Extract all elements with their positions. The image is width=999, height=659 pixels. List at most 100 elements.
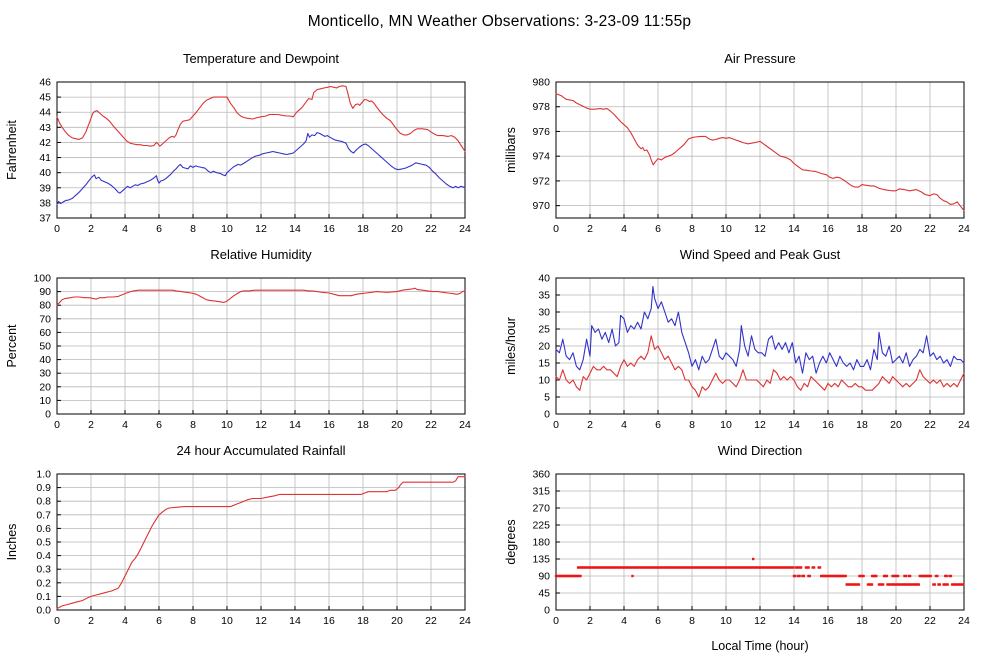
- svg-text:18: 18: [357, 615, 369, 627]
- svg-text:8: 8: [190, 615, 196, 627]
- svg-text:20: 20: [391, 223, 403, 235]
- svg-text:2: 2: [88, 615, 94, 627]
- svg-text:14: 14: [289, 615, 301, 627]
- svg-text:millibars: millibars: [504, 127, 518, 173]
- wind-speed-gust-plot: 0 2 4 6 8 10 12 14 16 18 20 22 240510152025303540mil…: [504, 273, 970, 432]
- svg-text:60: 60: [39, 327, 51, 339]
- svg-text:6: 6: [156, 419, 162, 431]
- svg-text:4: 4: [122, 223, 128, 235]
- svg-text:0.2: 0.2: [36, 577, 51, 589]
- svg-text:18: 18: [856, 615, 868, 627]
- charts-grid: Temperature and Dewpoint 0 2 4 6 8 10 12 14 16 18…: [0, 44, 999, 656]
- svg-text:30: 30: [538, 307, 550, 319]
- svg-text:8: 8: [689, 419, 695, 431]
- svg-text:45: 45: [538, 588, 550, 600]
- svg-text:18: 18: [357, 419, 369, 431]
- chart-accumulated-rainfall: 24 hour Accumulated Rainfall 0 2 4 6 8 10 12 14…: [0, 436, 499, 656]
- svg-text:2: 2: [587, 419, 593, 431]
- svg-text:360: 360: [532, 469, 550, 481]
- svg-text:0.5: 0.5: [36, 537, 51, 549]
- svg-text:46: 46: [39, 77, 51, 89]
- svg-text:10: 10: [538, 375, 550, 387]
- svg-text:45: 45: [39, 92, 51, 104]
- chart-title-wind-direction: Wind Direction: [717, 443, 803, 458]
- svg-text:6: 6: [655, 615, 661, 627]
- svg-text:20: 20: [890, 223, 902, 235]
- svg-text:degrees: degrees: [504, 519, 518, 564]
- svg-text:10: 10: [720, 419, 732, 431]
- svg-text:16: 16: [323, 419, 335, 431]
- svg-text:22: 22: [425, 615, 437, 627]
- svg-text:24: 24: [459, 615, 471, 627]
- svg-text:225: 225: [532, 520, 550, 532]
- chart-title-accumulated-rainfall: 24 hour Accumulated Rainfall: [176, 443, 346, 458]
- svg-text:1.0: 1.0: [36, 469, 51, 481]
- svg-text:43: 43: [39, 122, 51, 134]
- svg-text:24: 24: [459, 419, 471, 431]
- svg-text:80: 80: [39, 300, 51, 312]
- svg-text:978: 978: [532, 101, 550, 113]
- svg-text:38: 38: [39, 197, 51, 209]
- svg-text:70: 70: [39, 313, 51, 325]
- svg-text:8: 8: [190, 419, 196, 431]
- svg-text:41: 41: [39, 152, 51, 164]
- svg-text:10: 10: [720, 223, 732, 235]
- svg-text:4: 4: [122, 615, 128, 627]
- svg-text:20: 20: [391, 615, 403, 627]
- svg-text:135: 135: [532, 554, 550, 566]
- svg-text:0.1: 0.1: [36, 591, 51, 603]
- svg-text:2: 2: [587, 223, 593, 235]
- svg-text:40: 40: [538, 273, 550, 285]
- svg-text:0.9: 0.9: [36, 482, 51, 494]
- svg-text:6: 6: [156, 223, 162, 235]
- svg-text:20: 20: [391, 419, 403, 431]
- svg-text:16: 16: [323, 223, 335, 235]
- chart-title-air-pressure: Air Pressure: [724, 51, 796, 66]
- svg-text:40: 40: [39, 354, 51, 366]
- svg-text:8: 8: [190, 223, 196, 235]
- svg-text:12: 12: [754, 615, 766, 627]
- svg-text:12: 12: [255, 615, 267, 627]
- svg-text:Percent: Percent: [5, 324, 19, 368]
- svg-text:14: 14: [788, 223, 800, 235]
- svg-text:180: 180: [532, 537, 550, 549]
- svg-text:0: 0: [544, 605, 550, 617]
- svg-text:12: 12: [255, 419, 267, 431]
- svg-text:10: 10: [39, 395, 51, 407]
- accumulated-rainfall-plot: 0 2 4 6 8 10 12 14 16 18 20 22 240.00.10.20.30.40.50…: [5, 469, 471, 628]
- svg-text:4: 4: [621, 223, 627, 235]
- svg-text:20: 20: [538, 341, 550, 353]
- svg-text:18: 18: [856, 223, 868, 235]
- svg-text:974: 974: [532, 151, 550, 163]
- svg-text:0: 0: [553, 419, 559, 431]
- svg-text:315: 315: [532, 486, 550, 498]
- svg-text:37: 37: [39, 213, 51, 225]
- svg-text:40: 40: [39, 167, 51, 179]
- svg-text:22: 22: [924, 615, 936, 627]
- svg-text:90: 90: [39, 286, 51, 298]
- svg-text:24: 24: [958, 419, 970, 431]
- svg-text:16: 16: [822, 419, 834, 431]
- svg-text:16: 16: [323, 615, 335, 627]
- chart-title-wind-speed-gust: Wind Speed and Peak Gust: [679, 247, 841, 262]
- svg-text:10: 10: [221, 419, 233, 431]
- svg-text:4: 4: [122, 419, 128, 431]
- svg-text:39: 39: [39, 182, 51, 194]
- svg-text:2: 2: [88, 419, 94, 431]
- svg-text:16: 16: [822, 615, 834, 627]
- svg-text:24: 24: [958, 223, 970, 235]
- svg-text:18: 18: [357, 223, 369, 235]
- svg-text:44: 44: [39, 107, 51, 119]
- svg-text:270: 270: [532, 503, 550, 515]
- svg-text:0: 0: [54, 223, 60, 235]
- svg-text:Fahrenheit: Fahrenheit: [5, 120, 19, 180]
- svg-text:12: 12: [754, 419, 766, 431]
- svg-text:22: 22: [924, 419, 936, 431]
- svg-text:miles/hour: miles/hour: [504, 317, 518, 375]
- svg-text:100: 100: [33, 273, 51, 285]
- page-header: Monticello, MN Weather Observations: 3-2…: [0, 0, 999, 44]
- chart-air-pressure: Air Pressure 0 2 4 6 8 10 12 14 16 18 20 22 24 970 972…: [499, 44, 998, 240]
- svg-text:Inches: Inches: [5, 524, 19, 561]
- wind-direction-plot: 0 2 4 6 8 10 12 14 16 18 20 22 240459013518022527031…: [504, 469, 970, 654]
- svg-text:6: 6: [156, 615, 162, 627]
